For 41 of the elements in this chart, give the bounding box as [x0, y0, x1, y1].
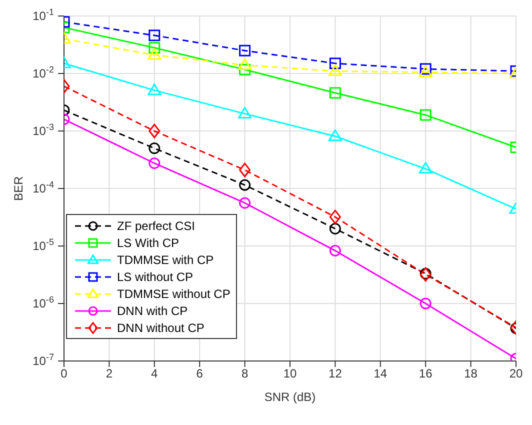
x-tick-label: 14: [374, 366, 388, 381]
legend-label: DNN without CP: [117, 320, 204, 334]
point: [238, 58, 252, 70]
x-tick-label: 6: [196, 366, 204, 381]
x-tick-label: 16: [418, 366, 433, 381]
y-tick-label: 10$^{-7}$: [32, 352, 54, 368]
x-tick-label: 2: [106, 366, 113, 381]
x-tick-label: 18: [464, 366, 478, 381]
point: [329, 222, 341, 234]
point: [239, 162, 251, 178]
point: [329, 210, 341, 224]
point: [239, 44, 251, 56]
y-tick-label: 10$^{-2}$: [32, 64, 54, 80]
legend-label: TDMMSE with CP: [117, 252, 214, 266]
x-axis-title: SNR (dB): [264, 390, 316, 404]
y-axis-title: BER: [11, 176, 26, 201]
legend-label: LS With CP: [117, 236, 180, 250]
legend-label: LS without CP: [117, 270, 194, 284]
x-tick-label: 8: [241, 366, 248, 381]
legend-label: DNN with CP: [117, 304, 188, 318]
point: [239, 64, 251, 76]
point: [328, 130, 342, 142]
point: [328, 64, 342, 76]
point: [329, 87, 341, 99]
point: [329, 58, 341, 70]
x-tick-label: 10: [283, 366, 297, 381]
x-tick-label: 4: [151, 366, 158, 381]
x-tick-label: 12: [328, 366, 342, 381]
x-tick-label: 20: [509, 366, 523, 381]
point: [238, 106, 252, 118]
point: [329, 244, 341, 256]
point: [239, 197, 251, 209]
x-tick-label: 0: [60, 366, 68, 381]
y-tick-label: 10$^{-5}$: [32, 237, 54, 253]
y-tick-label: 10$^{-1}$: [32, 7, 54, 23]
legend-label: ZF perfect CSI: [117, 218, 196, 232]
point: [239, 179, 251, 191]
y-tick-label: 10$^{-4}$: [32, 180, 54, 196]
y-tick-label: 10$^{-6}$: [32, 294, 54, 310]
y-tick-label: 10$^{-3}$: [32, 122, 54, 138]
legend-label: TDMMSE without CP: [117, 286, 230, 300]
